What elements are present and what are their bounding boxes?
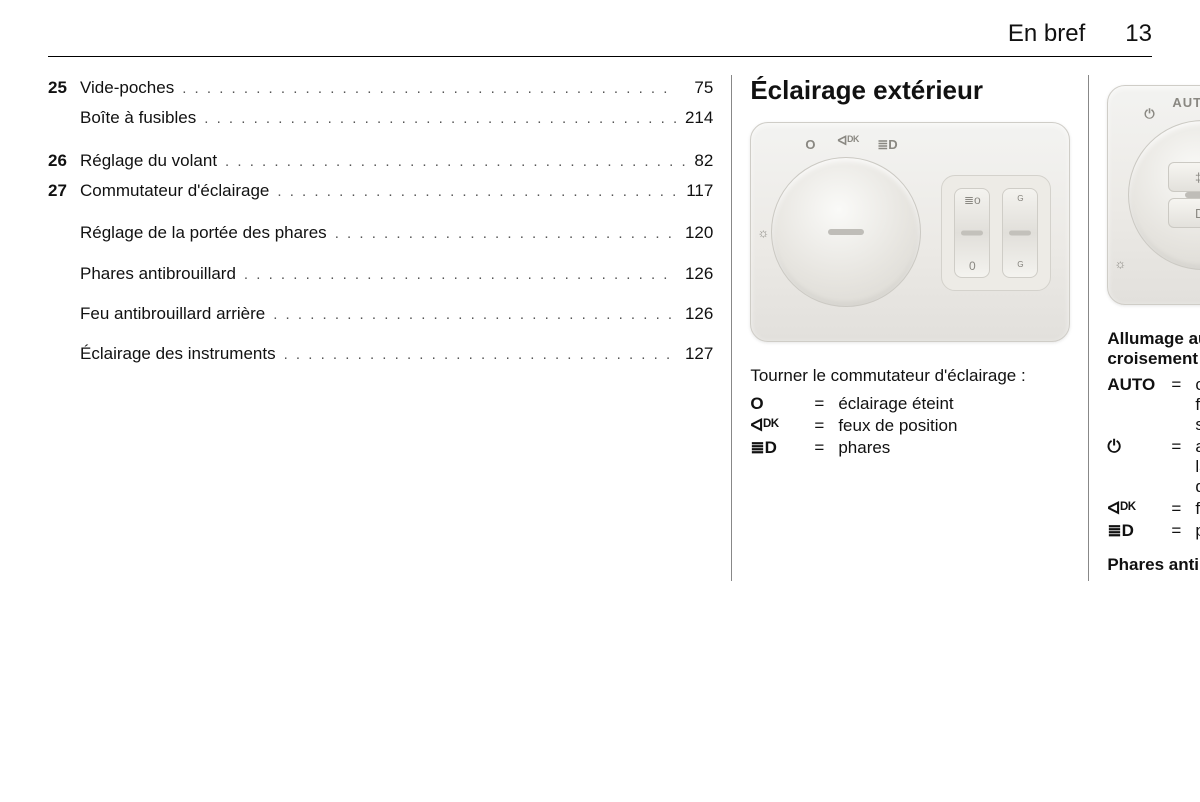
toc-dots: . . . . . . . . . . . . . . . . . . . . … (273, 303, 677, 326)
thumbwheel-left: ≣o 0 (954, 188, 990, 278)
toc-row: Réglage de la portée des phares . . . . … (48, 220, 713, 246)
legend-symbol: AUTO (1107, 375, 1165, 395)
toc-item-number: 25 (48, 75, 72, 101)
toc-row: 27 Commutateur d'éclairage . . . . . . . … (48, 178, 713, 204)
legend-text: phares (1195, 521, 1200, 541)
toc-row: Feu antibrouillard arrière . . . . . . .… (48, 301, 713, 327)
legend-row: AUTO = commande automatique des feux : les… (1107, 375, 1200, 435)
legend-equals: = (1171, 437, 1189, 457)
toc-row: Boîte à fusibles . . . . . . . . . . . .… (48, 105, 713, 131)
toc-row: Éclairage des instruments . . . . . . . … (48, 341, 713, 367)
toc-item-number: 26 (48, 148, 72, 174)
legend-symbol: ≣D (750, 438, 808, 458)
fog-front-button-icon: ‡D (1168, 162, 1200, 192)
three-column-layout: 25 Vide-poches . . . . . . . . . . . . . … (48, 75, 1152, 581)
legend-symbol: ᐊᴰᴷ (750, 416, 808, 436)
instruction-text: Tourner le commutateur d'éclairage : (750, 366, 1070, 386)
legend-list: AUTO = commande automatique des feux : les… (1107, 375, 1200, 541)
legend-equals: = (814, 416, 832, 436)
toc-list: 25 Vide-poches . . . . . . . . . . . . . … (48, 75, 713, 382)
brightness-icon: ☼ (1114, 256, 1126, 271)
legend-symbol: O (750, 394, 808, 414)
light-switch-illustration: O ᐊᴰᴷ ≣D ☼ ≣o 0 ᴳ ᴳ (750, 122, 1070, 342)
toc-item-page: 126 (685, 261, 713, 287)
toc-dots: . . . . . . . . . . . . . . . . . . . . … (284, 343, 677, 366)
toc-dots: . . . . . . . . . . . . . . . . . . . . … (244, 263, 677, 286)
legend-text: éclairage éteint (838, 394, 1070, 414)
dial-pos-off-icon: O (805, 137, 815, 152)
section-title: En bref (1008, 20, 1085, 48)
toc-item-label: Commutateur d'éclairage (80, 178, 269, 204)
legend-row: ≣D = phares (750, 438, 1070, 458)
legend-text: activation ou désactivation de la comman… (1195, 437, 1200, 497)
dial-pos-headlights-icon: ≣D (877, 137, 897, 153)
toc-item-page: 120 (685, 220, 713, 246)
toc-item-page: 214 (685, 105, 713, 131)
legend-equals: = (814, 394, 832, 414)
legend-text: commande automatique des feux : les phar… (1195, 375, 1200, 435)
toc-row: Phares antibrouillard . . . . . . . . . … (48, 261, 713, 287)
legend-list: O=éclairage éteintᐊᴰᴷ=feux de position≣D… (750, 394, 1070, 458)
page-number: 13 (1125, 20, 1152, 48)
subheading: Phares antibrouillard (1107, 555, 1200, 575)
wheel-icon: ≣o (964, 193, 981, 207)
toc-row: 26 Réglage du volant . . . . . . . . . . … (48, 148, 713, 174)
toc-item-page: 82 (694, 148, 713, 174)
toc-item-label: Réglage du volant (80, 148, 217, 174)
auto-lighting-column: ⏻ AUTO ᐊᴰᴷ ≣D ☼ ‡D D‡ ≣o 0 ᴳ ᴳ (1088, 75, 1200, 581)
toc-dots: . . . . . . . . . . . . . . . . . . . . … (182, 77, 686, 100)
thumbwheel-pad: ≣o 0 ᴳ ᴳ (941, 175, 1051, 291)
toc-item-label: Vide-poches (80, 75, 174, 101)
toc-item-number: 27 (48, 178, 72, 204)
toc-dots: . . . . . . . . . . . . . . . . . . . . … (277, 180, 678, 203)
brightness-icon: ☼ (757, 225, 769, 240)
legend-row: ≣D = phares (1107, 521, 1200, 541)
legend-row: ᐊᴰᴷ = feux de position (750, 416, 1070, 436)
toc-row: 25 Vide-poches . . . . . . . . . . . . . … (48, 75, 713, 101)
legend-row: ⏻ = activation ou désactivation de la comm… (1107, 437, 1200, 497)
toc-item-page: 75 (694, 75, 713, 101)
legend-equals: = (1171, 499, 1189, 519)
page-header: En bref 13 (48, 20, 1152, 57)
fog-rear-button-icon: D‡ (1168, 198, 1200, 228)
toc-item-label: Réglage de la portée des phares (80, 220, 327, 246)
toc-item-label: Boîte à fusibles (80, 105, 196, 131)
legend-text: feux de position (838, 416, 1070, 436)
legend-equals: = (1171, 375, 1189, 395)
legend-row: O = éclairage éteint (750, 394, 1070, 414)
toc-item-label: Éclairage des instruments (80, 341, 276, 367)
dial-pos-auto-label: AUTO (1172, 95, 1200, 110)
toc-column: 25 Vide-poches . . . . . . . . . . . . . … (48, 75, 731, 581)
toc-dots: . . . . . . . . . . . . . . . . . . . . … (335, 222, 677, 245)
toc-item-page: 127 (685, 341, 713, 367)
dial-pos-parking-icon: ᐊᴰᴷ (837, 133, 859, 149)
thumbwheel-right: ᴳ ᴳ (1002, 188, 1038, 278)
wheel-icon: ᴳ (1017, 193, 1023, 207)
rotary-dial (771, 157, 921, 307)
legend-text: phares (838, 438, 1070, 458)
toc-dots: . . . . . . . . . . . . . . . . . . . . … (225, 150, 686, 173)
light-switch-auto-illustration: ⏻ AUTO ᐊᴰᴷ ≣D ☼ ‡D D‡ ≣o 0 ᴳ ᴳ (1107, 85, 1200, 305)
exterior-lighting-column: Éclairage extérieur O ᐊᴰᴷ ≣D ☼ ≣o 0 ᴳ ᴳ … (731, 75, 1088, 581)
subheading: Allumage automatique des feux de croisem… (1107, 329, 1200, 369)
toc-item-page: 126 (685, 301, 713, 327)
legend-row: ᐊᴰᴷ = feux de position (1107, 499, 1200, 519)
legend-symbol: ⏻ (1107, 437, 1165, 457)
dial-pos-power-icon: ⏻ (1144, 106, 1154, 122)
legend-equals: = (1171, 521, 1189, 541)
wheel-icon: 0 (969, 259, 976, 273)
rotary-dial: ‡D D‡ (1128, 120, 1200, 270)
toc-item-label: Phares antibrouillard (80, 261, 236, 287)
legend-equals: = (814, 438, 832, 458)
toc-item-label: Feu antibrouillard arrière (80, 301, 265, 327)
column-heading: Éclairage extérieur (750, 75, 1070, 106)
toc-item-page: 117 (686, 178, 713, 204)
legend-text: feux de position (1195, 499, 1200, 519)
wheel-icon: ᴳ (1017, 259, 1023, 273)
legend-symbol: ᐊᴰᴷ (1107, 499, 1165, 519)
legend-symbol: ≣D (1107, 521, 1165, 541)
toc-dots: . . . . . . . . . . . . . . . . . . . . … (204, 107, 677, 130)
